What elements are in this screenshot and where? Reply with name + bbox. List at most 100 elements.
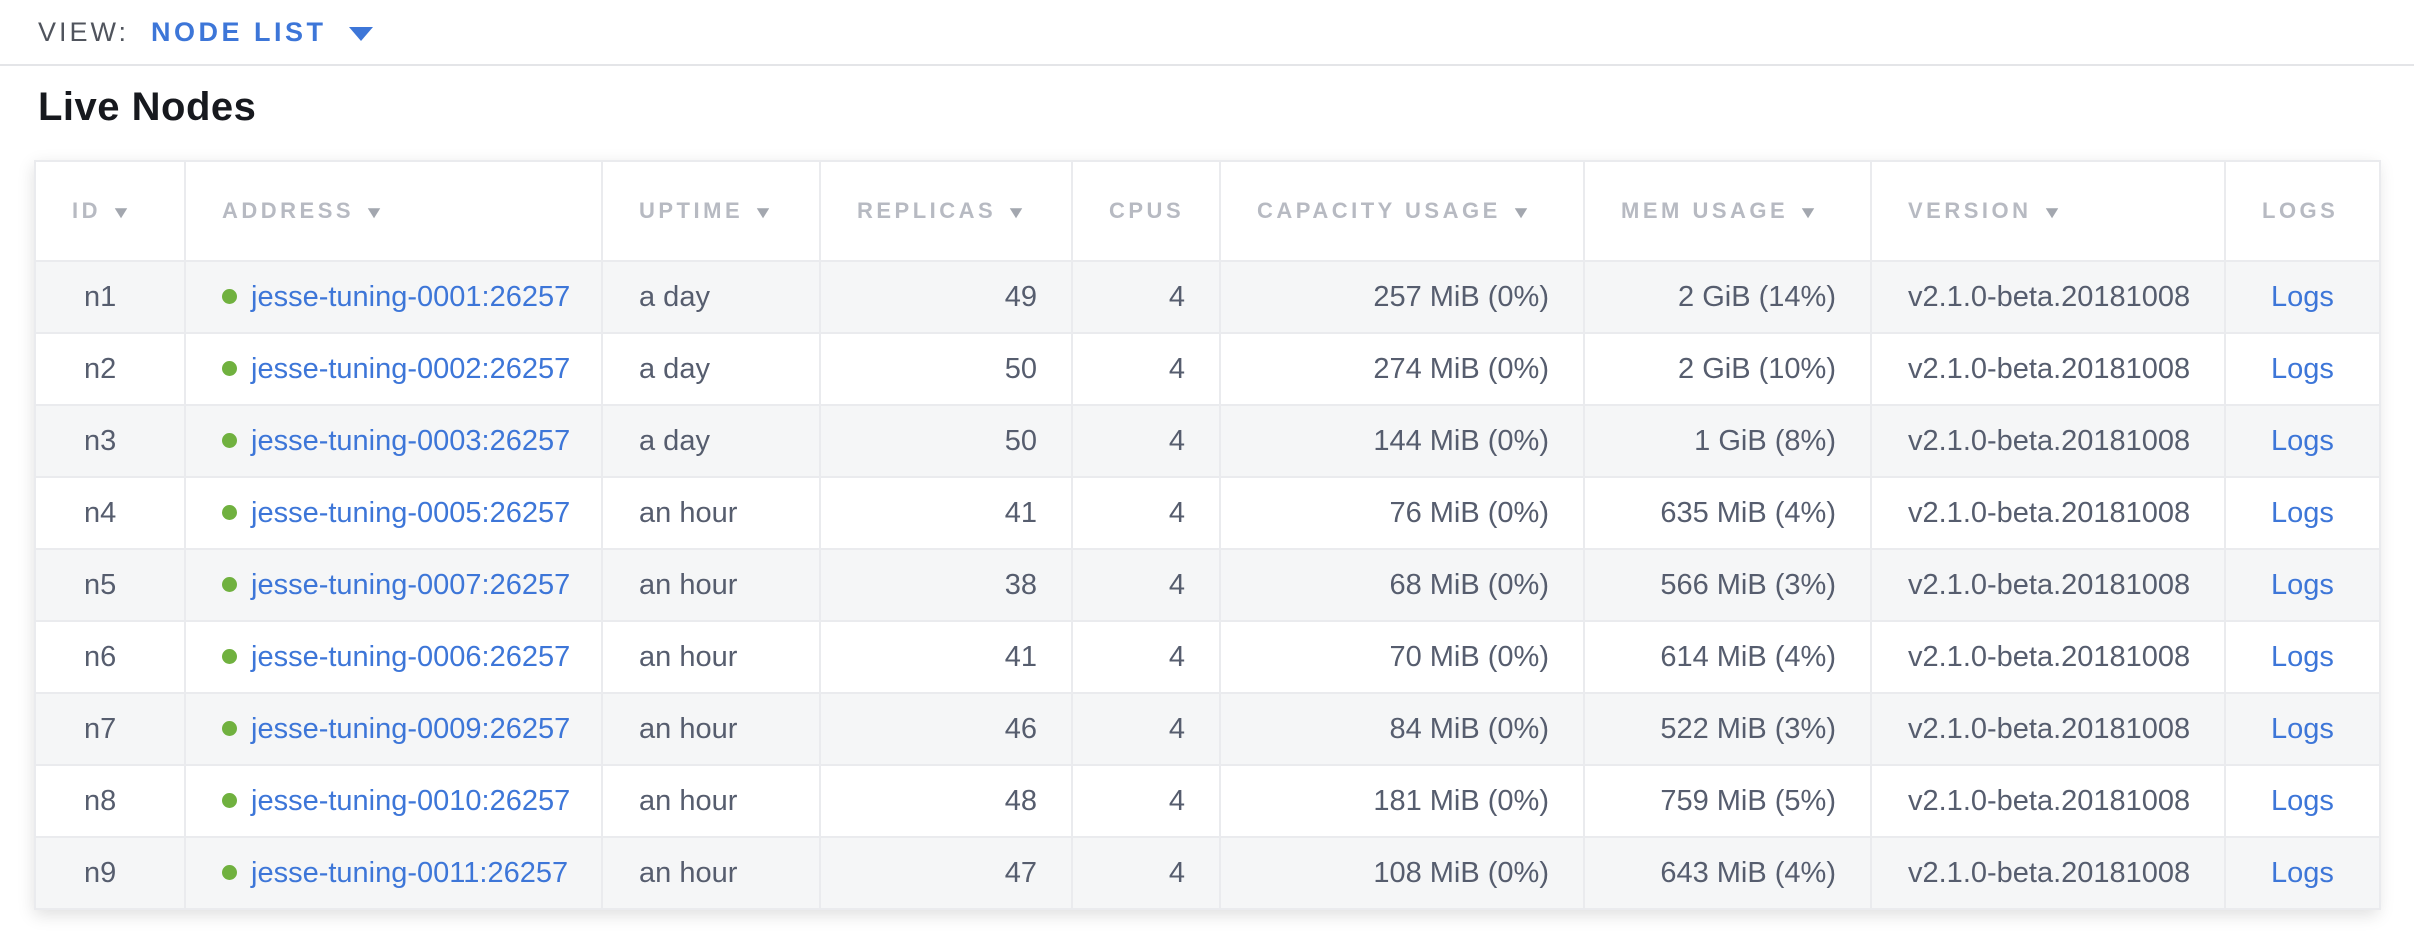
column-label-address: ADDRESS (222, 198, 355, 223)
logs-link[interactable]: Logs (2271, 424, 2334, 457)
id-cell: n7 (34, 692, 186, 766)
address-cell: jesse-tuning-0006:26257 (184, 620, 603, 694)
mem-cell: 614 MiB (4%) (1583, 620, 1872, 694)
column-header-mem[interactable]: MEM USAGE ▼ (1583, 160, 1872, 262)
live-status-dot (222, 864, 237, 880)
sort-desc-icon: ▼ (752, 203, 778, 222)
cpus-cell: 4 (1071, 548, 1221, 622)
uptime-cell: a day (601, 404, 821, 478)
address-link[interactable]: jesse-tuning-0003:26257 (251, 424, 571, 457)
logs-cell: Logs (2224, 620, 2381, 694)
version-cell: v2.1.0-beta.20181008 (1870, 548, 2226, 622)
sort-desc-icon: ▼ (1510, 203, 1536, 222)
version-cell: v2.1.0-beta.20181008 (1870, 620, 2226, 694)
address-link[interactable]: jesse-tuning-0010:26257 (251, 784, 571, 817)
logs-link[interactable]: Logs (2271, 640, 2334, 673)
replicas-cell: 50 (819, 332, 1073, 406)
logs-cell: Logs (2224, 332, 2381, 406)
logs-cell: Logs (2224, 764, 2381, 838)
node-row-n2: n2 jesse-tuning-0002:26257 a day 50 4 274 MiB… (34, 332, 2381, 406)
node-row-n4: n4 jesse-tuning-0005:26257 an hour 41 4 76 Mi… (34, 476, 2381, 550)
logs-link[interactable]: Logs (2271, 280, 2334, 313)
address-link[interactable]: jesse-tuning-0005:26257 (251, 496, 571, 529)
logs-cell: Logs (2224, 692, 2381, 766)
mem-cell: 635 MiB (4%) (1583, 476, 1872, 550)
view-label: VIEW: (38, 16, 130, 47)
column-label-version: VERSION (1908, 198, 2032, 223)
uptime-cell: an hour (601, 836, 821, 910)
column-header-address[interactable]: ADDRESS ▼ (184, 160, 603, 262)
address-link[interactable]: jesse-tuning-0007:26257 (251, 568, 571, 601)
column-header-id[interactable]: ID ▼ (34, 160, 186, 262)
id-cell: n2 (34, 332, 186, 406)
column-label-logs: LOGS (2262, 198, 2339, 223)
address-cell: jesse-tuning-0003:26257 (184, 404, 603, 478)
mem-cell: 1 GiB (8%) (1583, 404, 1872, 478)
version-cell: v2.1.0-beta.20181008 (1870, 260, 2226, 334)
logs-cell: Logs (2224, 476, 2381, 550)
view-selected-value: NODE LIST (151, 16, 327, 47)
column-header-cpus: CPUS (1071, 160, 1221, 262)
address-link[interactable]: jesse-tuning-0011:26257 (251, 856, 569, 889)
logs-link[interactable]: Logs (2271, 784, 2334, 817)
version-cell: v2.1.0-beta.20181008 (1870, 332, 2226, 406)
replicas-cell: 49 (819, 260, 1073, 334)
page-title: Live Nodes (38, 85, 257, 129)
capacity-cell: 257 MiB (0%) (1219, 260, 1585, 334)
column-header-replicas[interactable]: REPLICAS ▼ (819, 160, 1073, 262)
node-row-n7: n7 jesse-tuning-0009:26257 an hour 46 4 84 Mi… (34, 692, 2381, 766)
node-row-n1: n1 jesse-tuning-0001:26257 a day 49 4 257 MiB… (34, 260, 2381, 334)
column-header-version[interactable]: VERSION ▼ (1870, 160, 2226, 262)
live-status-dot (222, 504, 237, 520)
address-cell: jesse-tuning-0009:26257 (184, 692, 603, 766)
cpus-cell: 4 (1071, 260, 1221, 334)
logs-cell: Logs (2224, 404, 2381, 478)
mem-cell: 2 GiB (14%) (1583, 260, 1872, 334)
live-nodes-table-container: ID ▼ ADDRESS ▼ UPTIME ▼ REPLICAS ▼ CPUS CAPACITY … (34, 160, 2381, 910)
column-header-capacity[interactable]: CAPACITY USAGE ▼ (1219, 160, 1585, 262)
logs-link[interactable]: Logs (2271, 352, 2334, 385)
id-cell: n5 (34, 548, 186, 622)
cpus-cell: 4 (1071, 332, 1221, 406)
version-cell: v2.1.0-beta.20181008 (1870, 764, 2226, 838)
id-cell: n4 (34, 476, 186, 550)
address-link[interactable]: jesse-tuning-0002:26257 (251, 352, 571, 385)
node-row-n6: n6 jesse-tuning-0006:26257 an hour 41 4 70 Mi… (34, 620, 2381, 694)
view-selector[interactable]: NODE LIST (151, 17, 373, 48)
capacity-cell: 70 MiB (0%) (1219, 620, 1585, 694)
cpus-cell: 4 (1071, 620, 1221, 694)
column-label-replicas: REPLICAS (857, 198, 997, 223)
logs-link[interactable]: Logs (2271, 856, 2334, 889)
uptime-cell: an hour (601, 548, 821, 622)
address-cell: jesse-tuning-0011:26257 (184, 836, 603, 910)
node-row-n9: n9 jesse-tuning-0011:26257 an hour 47 4 108 M… (34, 836, 2381, 910)
chevron-down-icon (348, 26, 373, 41)
column-label-uptime: UPTIME (639, 198, 744, 223)
version-cell: v2.1.0-beta.20181008 (1870, 692, 2226, 766)
uptime-cell: an hour (601, 764, 821, 838)
replicas-cell: 41 (819, 476, 1073, 550)
logs-link[interactable]: Logs (2271, 496, 2334, 529)
column-header-uptime[interactable]: UPTIME ▼ (601, 160, 821, 262)
address-cell: jesse-tuning-0005:26257 (184, 476, 603, 550)
sort-desc-icon: ▼ (1005, 203, 1032, 222)
logs-cell: Logs (2224, 260, 2381, 334)
logs-link[interactable]: Logs (2271, 568, 2334, 601)
address-link[interactable]: jesse-tuning-0006:26257 (251, 640, 571, 673)
replicas-cell: 46 (819, 692, 1073, 766)
address-cell: jesse-tuning-0002:26257 (184, 332, 603, 406)
address-link[interactable]: jesse-tuning-0009:26257 (251, 712, 571, 745)
version-cell: v2.1.0-beta.20181008 (1870, 476, 2226, 550)
live-status-dot (222, 288, 237, 304)
version-cell: v2.1.0-beta.20181008 (1870, 836, 2226, 910)
cpus-cell: 4 (1071, 836, 1221, 910)
mem-cell: 566 MiB (3%) (1583, 548, 1872, 622)
live-status-dot (222, 576, 237, 592)
capacity-cell: 76 MiB (0%) (1219, 476, 1585, 550)
logs-link[interactable]: Logs (2271, 712, 2334, 745)
node-row-n5: n5 jesse-tuning-0007:26257 an hour 38 4 68 Mi… (34, 548, 2381, 622)
address-link[interactable]: jesse-tuning-0001:26257 (251, 280, 571, 313)
cpus-cell: 4 (1071, 692, 1221, 766)
logs-cell: Logs (2224, 548, 2381, 622)
sort-desc-icon: ▼ (1797, 203, 1824, 222)
